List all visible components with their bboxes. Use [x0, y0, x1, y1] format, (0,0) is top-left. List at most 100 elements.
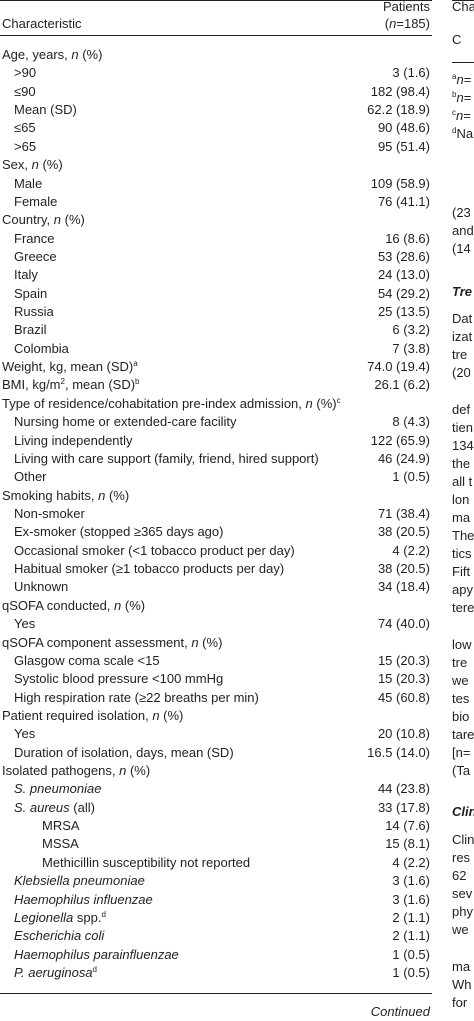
row-value: 53 (28.6): [377, 248, 430, 264]
text-run: Methicillin susceptibility not reported: [42, 854, 251, 870]
text-run: n: [456, 90, 464, 105]
row-label: Methicillin susceptibility not reported: [42, 854, 250, 872]
text-run: =: [463, 72, 472, 87]
side-text: (Ta: [452, 762, 470, 780]
row-value: 15 (8.1): [385, 836, 430, 852]
side-text: res: [452, 849, 470, 867]
text-run: Brazil: [14, 322, 47, 338]
row-label: Colombia: [14, 340, 69, 358]
row-value: 74.0 (19.4): [367, 359, 430, 375]
text-run: Greece: [14, 248, 57, 264]
row-value: 109 (58.9): [370, 175, 430, 191]
row-label: BMI, kg/m2, mean (SD)b: [2, 376, 140, 394]
side-text: (23: [452, 204, 471, 222]
text-run: (%): [105, 487, 130, 503]
text-run: n: [456, 72, 464, 87]
side-text: an=: [452, 71, 471, 89]
text-run: Non-smoker: [14, 506, 85, 521]
text-run: n: [456, 108, 464, 123]
text-run: Patient required isolation,: [2, 707, 153, 723]
side-text: C: [452, 31, 461, 49]
row-value: 2 (1.1): [392, 909, 430, 925]
side-text: tre: [452, 346, 467, 364]
row-value: 45 (60.8): [377, 689, 430, 705]
text-run: tre: [452, 347, 468, 362]
row-label: Greece: [14, 248, 57, 266]
text-run: and: [452, 223, 474, 238]
side-text: tere: [452, 599, 474, 617]
row-label: Living independently: [14, 432, 133, 450]
side-text: for: [452, 994, 467, 1012]
row-label: Yes: [14, 615, 35, 633]
row-label: Escherichia coli: [14, 927, 104, 945]
row-label: Age, years, n (%): [2, 46, 102, 64]
text-run: we: [452, 673, 469, 688]
text-run: b: [452, 90, 457, 99]
text-run: Living with care support (family, friend…: [14, 450, 319, 466]
side-text: ma: [452, 509, 470, 527]
text-run: low: [452, 637, 472, 652]
side-top-rule: [452, 0, 474, 1]
side-text: dNa: [452, 125, 473, 143]
text-run: for: [452, 995, 468, 1010]
column-header: Characteristic: [2, 16, 82, 31]
text-run: d: [92, 965, 97, 974]
text-run: (all): [69, 799, 95, 815]
text-run: (20: [452, 365, 471, 380]
text-run: Haemophilus influenzae: [14, 891, 153, 907]
row-value: 34 (18.4): [377, 579, 430, 595]
text-run: sev: [452, 886, 473, 901]
row-value: 1 (0.5): [392, 946, 430, 962]
text-run: spp.: [73, 909, 102, 925]
row-label: MSSA: [42, 835, 79, 853]
row-label: Non-smoker: [14, 505, 85, 523]
side-text: sev: [452, 885, 472, 903]
side-text: bn=: [452, 89, 471, 107]
text-run: n: [114, 597, 122, 613]
side-text: apy: [452, 581, 473, 599]
row-label: Country, n (%): [2, 211, 85, 229]
row-value: 71 (38.4): [377, 506, 430, 521]
row-label: Female: [14, 193, 57, 211]
text-run: MSSA: [42, 836, 79, 852]
text-run: all t: [452, 474, 473, 489]
row-label: ≤65: [14, 119, 36, 137]
text-run: Clin: [452, 804, 474, 819]
text-run: Glasgow coma scale <15: [14, 652, 160, 668]
side-text: bio: [452, 708, 469, 726]
row-label: Russia: [14, 303, 54, 321]
text-run: Spain: [14, 285, 48, 301]
text-run: (%): [61, 212, 85, 228]
text-run: =: [463, 108, 471, 123]
row-label: >90: [14, 64, 36, 82]
text-run: ma: [452, 959, 471, 974]
text-run: 62: [452, 868, 467, 883]
text-run: (14: [452, 241, 471, 256]
row-value: 44 (23.8): [377, 781, 430, 797]
row-label: Italy: [14, 266, 38, 284]
text-run: Systolic blood pressure <100 mmHg: [14, 671, 224, 687]
side-text: 134: [452, 437, 474, 455]
text-run: apy: [452, 582, 473, 597]
row-label: Living with care support (family, friend…: [14, 450, 319, 468]
text-run: lon: [452, 492, 470, 507]
text-run: ≤65: [14, 120, 36, 136]
text-run: Italy: [14, 267, 38, 283]
side-text: Wh: [452, 976, 472, 994]
row-value: 20 (10.8): [377, 726, 430, 742]
text-run: , mean (SD): [64, 377, 136, 393]
text-run: Sex,: [2, 157, 32, 173]
text-run: (%): [78, 47, 103, 62]
text-run: Female: [14, 193, 58, 209]
text-run: Duration of isolation, days, mean (SD): [14, 744, 234, 760]
row-label: qSOFA component assessment, n (%): [2, 634, 222, 652]
side-header-rule: [452, 62, 474, 63]
bottom-rule: [0, 993, 432, 994]
row-value: 26.1 (6.2): [374, 377, 430, 393]
column-header-n: (n=185): [385, 15, 430, 33]
continued-note: Continued: [370, 1004, 430, 1019]
text-run: (%): [198, 634, 223, 650]
text-run: =: [463, 90, 472, 105]
